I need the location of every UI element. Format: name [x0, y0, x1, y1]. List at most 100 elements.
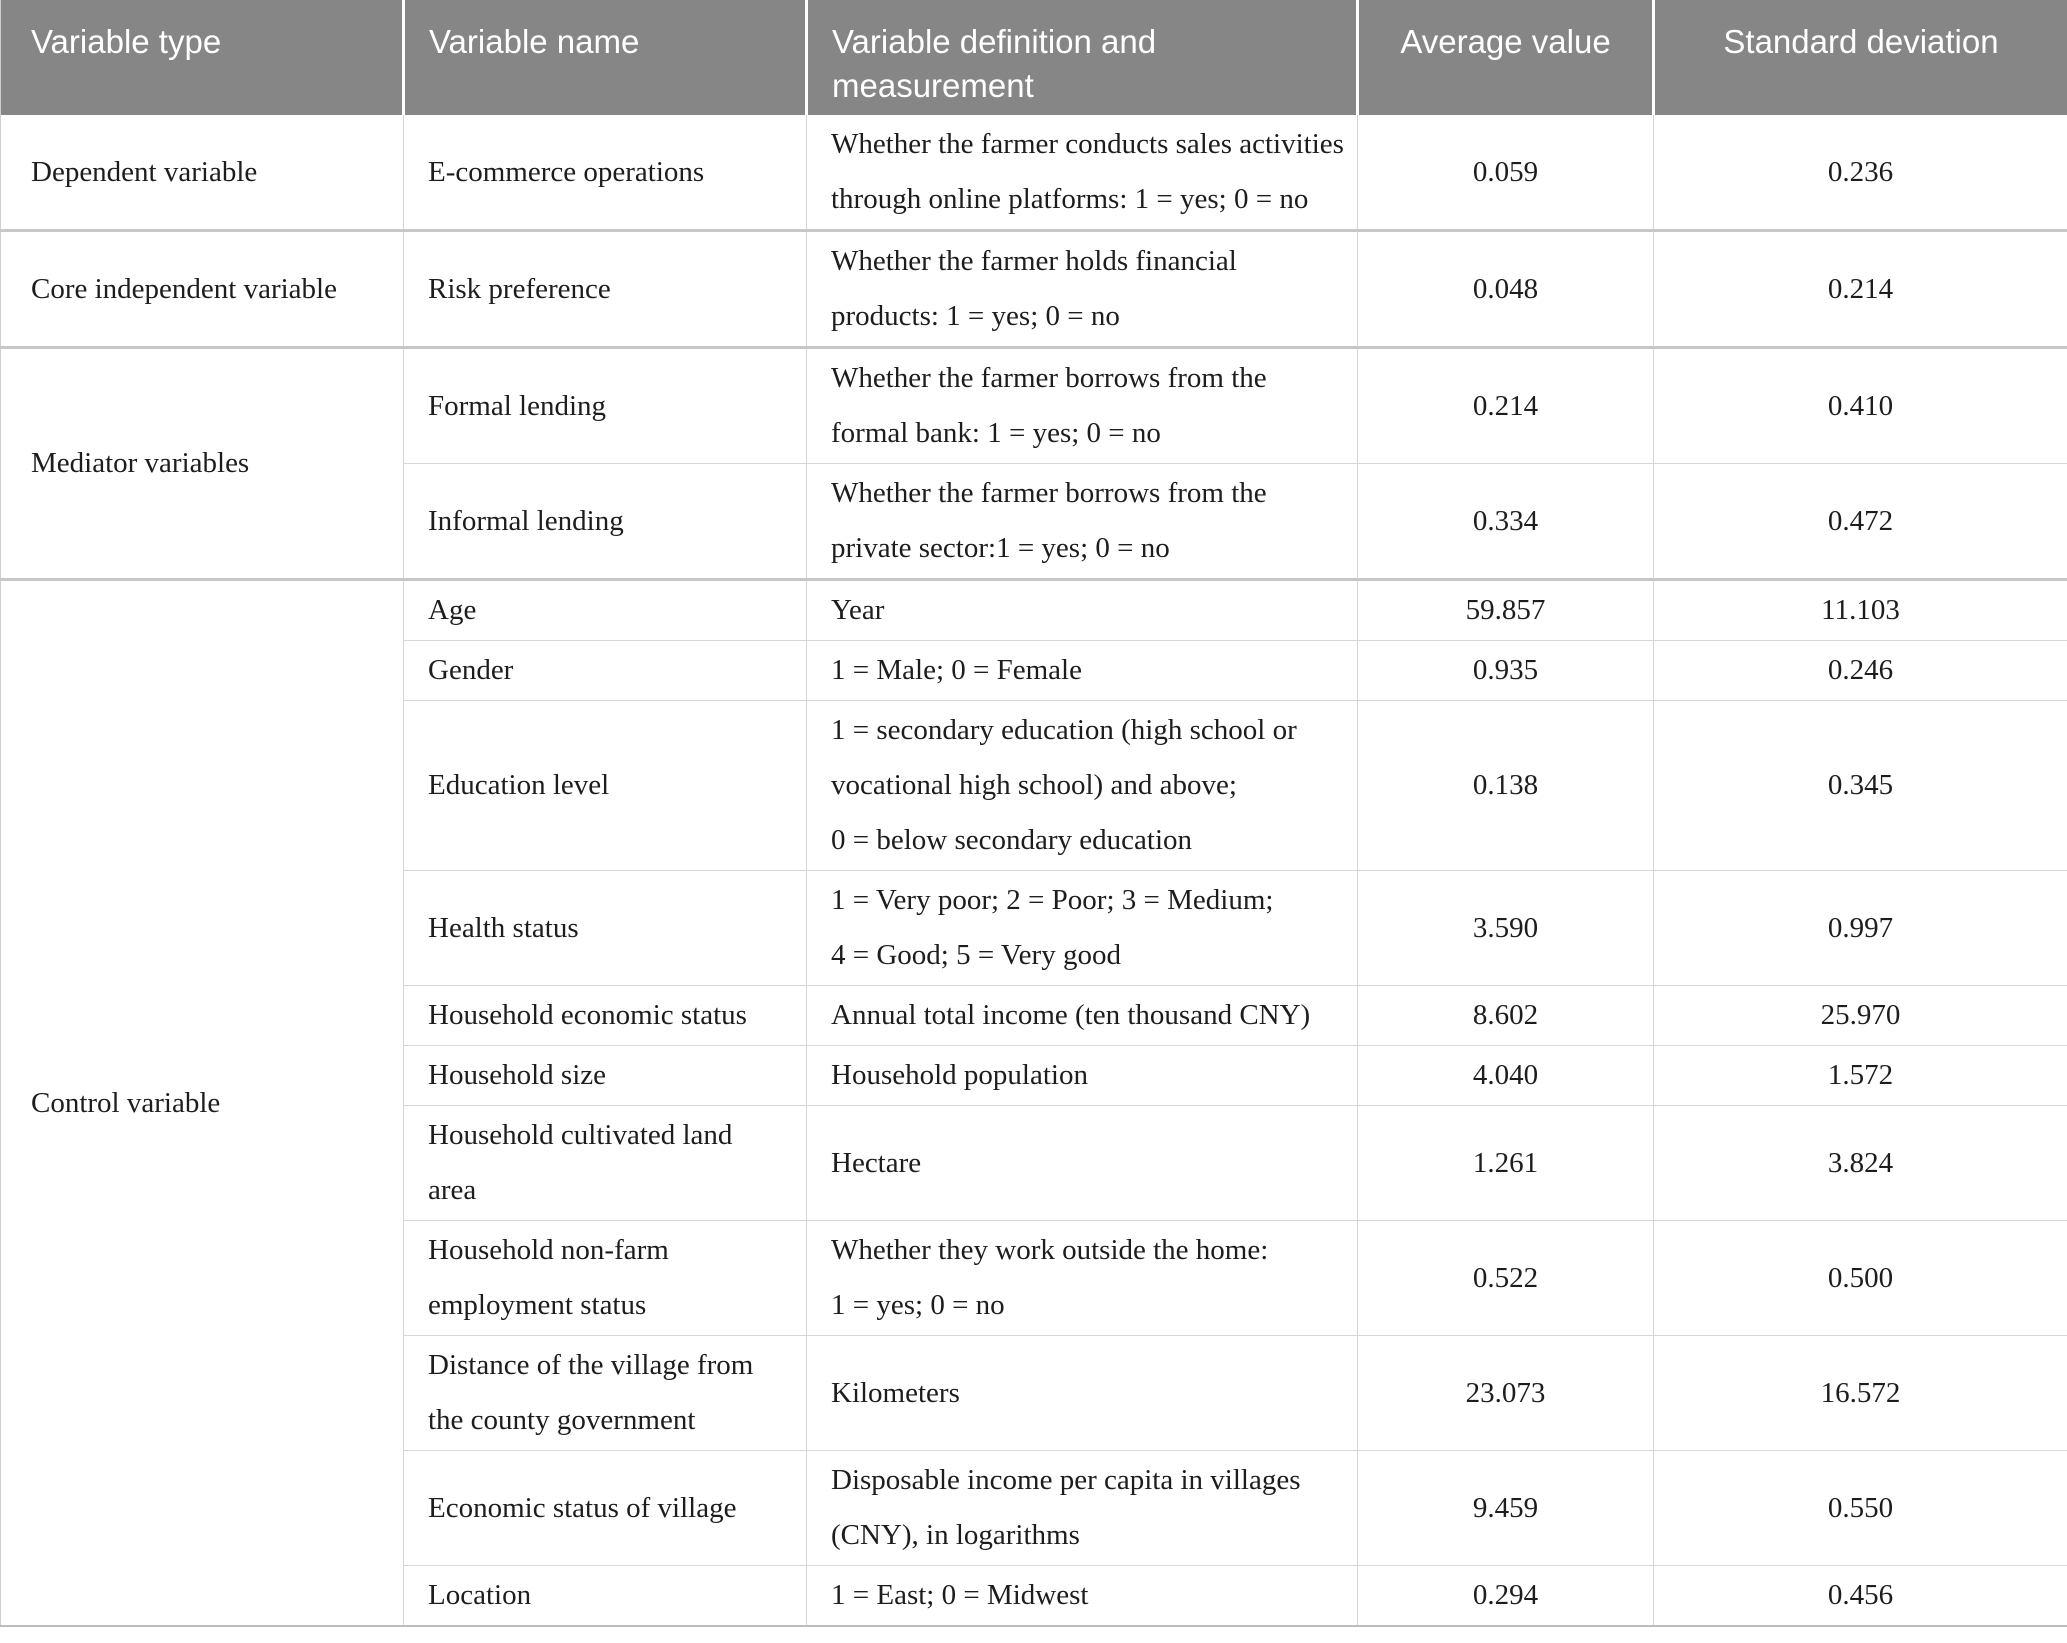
cell-standard-deviation: 16.572 [1654, 1336, 2067, 1451]
cell-variable-name: Health status [404, 871, 807, 986]
cell-text-line: Year [831, 583, 1347, 638]
header-row: Variable type Variable name Variable def… [1, 0, 2067, 115]
cell-average-value: 23.073 [1358, 1336, 1654, 1451]
bottom-margin [0, 1627, 2067, 1643]
cell-definition: 1 = Very poor; 2 = Poor; 3 = Medium;4 = … [807, 871, 1358, 986]
cell-definition: Kilometers [807, 1336, 1358, 1451]
cell-average-value: 0.935 [1358, 641, 1654, 701]
cell-text-line: Household cultivated land [428, 1108, 796, 1163]
cell-average-value: 4.040 [1358, 1046, 1654, 1106]
cell-variable-name: Risk preference [404, 231, 807, 348]
cell-text-line: Education level [428, 758, 796, 813]
cell-variable-name: Gender [404, 641, 807, 701]
header-variable-type: Variable type [1, 0, 404, 115]
cell-text-line: formal bank: 1 = yes; 0 = no [831, 406, 1347, 461]
cell-variable-name: Age [404, 580, 807, 641]
cell-definition: Disposable income per capita in villages… [807, 1451, 1358, 1566]
header-standard-deviation: Standard deviation [1654, 0, 2067, 115]
cell-text-line: through online platforms: 1 = yes; 0 = n… [831, 172, 1347, 227]
cell-text-line: Whether the farmer holds financial [831, 234, 1347, 289]
cell-definition: Whether the farmer conducts sales activi… [807, 115, 1358, 231]
cell-text-line: Whether they work outside the home: [831, 1223, 1347, 1278]
cell-standard-deviation: 0.472 [1654, 464, 2067, 580]
cell-text-line: Formal lending [428, 379, 796, 434]
cell-text-line: Gender [428, 643, 796, 698]
cell-definition: Whether they work outside the home:1 = y… [807, 1221, 1358, 1336]
cell-text-line: Household non-farm [428, 1223, 796, 1278]
cell-text-line: 1 = yes; 0 = no [831, 1278, 1347, 1333]
cell-definition: 1 = East; 0 = Midwest [807, 1566, 1358, 1627]
cell-standard-deviation: 0.214 [1654, 231, 2067, 348]
cell-average-value: 0.522 [1358, 1221, 1654, 1336]
cell-text-line: Household population [831, 1048, 1347, 1103]
cell-text-line: Household economic status [428, 988, 796, 1043]
cell-text-line: area [428, 1163, 796, 1218]
cell-variable-type: Control variable [1, 580, 404, 1627]
cell-text-line: Age [428, 583, 796, 638]
cell-variable-name: Education level [404, 701, 807, 871]
cell-text-line: 1 = secondary education (high school or [831, 703, 1347, 758]
header-variable-name: Variable name [404, 0, 807, 115]
cell-variable-name: Location [404, 1566, 807, 1627]
cell-text-line: Health status [428, 901, 796, 956]
cell-average-value: 9.459 [1358, 1451, 1654, 1566]
cell-text-line: Disposable income per capita in villages [831, 1453, 1347, 1508]
cell-text-line: the county government [428, 1393, 796, 1448]
table-header: Variable type Variable name Variable def… [1, 0, 2067, 115]
cell-average-value: 0.138 [1358, 701, 1654, 871]
cell-text-line: Location [428, 1568, 796, 1623]
cell-text-line: 1 = Male; 0 = Female [831, 643, 1347, 698]
cell-text-line: vocational high school) and above; [831, 758, 1347, 813]
cell-text-line: Whether the farmer borrows from the [831, 466, 1347, 521]
cell-standard-deviation: 0.236 [1654, 115, 2067, 231]
cell-average-value: 1.261 [1358, 1106, 1654, 1221]
cell-text-line: 0 = below secondary education [831, 813, 1347, 868]
cell-text-line: Risk preference [428, 262, 796, 317]
cell-text-line: private sector:1 = yes; 0 = no [831, 521, 1347, 576]
cell-text-line: Informal lending [428, 494, 796, 549]
cell-standard-deviation: 0.550 [1654, 1451, 2067, 1566]
cell-variable-name: Formal lending [404, 348, 807, 464]
cell-standard-deviation: 25.970 [1654, 986, 2067, 1046]
cell-average-value: 0.294 [1358, 1566, 1654, 1627]
cell-average-value: 0.059 [1358, 115, 1654, 231]
cell-standard-deviation: 0.456 [1654, 1566, 2067, 1627]
cell-standard-deviation: 0.345 [1654, 701, 2067, 871]
cell-standard-deviation: 0.246 [1654, 641, 2067, 701]
cell-text-line: employment status [428, 1278, 796, 1333]
cell-average-value: 0.214 [1358, 348, 1654, 464]
cell-variable-type: Dependent variable [1, 115, 404, 231]
cell-text-line: Annual total income (ten thousand CNY) [831, 988, 1347, 1043]
cell-text-line: products: 1 = yes; 0 = no [831, 289, 1347, 344]
header-average-value: Average value [1358, 0, 1654, 115]
cell-text-line: (CNY), in logarithms [831, 1508, 1347, 1563]
cell-variable-name: E-commerce operations [404, 115, 807, 231]
cell-standard-deviation: 0.410 [1654, 348, 2067, 464]
cell-definition: 1 = Male; 0 = Female [807, 641, 1358, 701]
cell-text-line: Whether the farmer borrows from the [831, 351, 1347, 406]
cell-text-line: Distance of the village from [428, 1338, 796, 1393]
cell-standard-deviation: 3.824 [1654, 1106, 2067, 1221]
cell-standard-deviation: 0.997 [1654, 871, 2067, 986]
cell-average-value: 0.048 [1358, 231, 1654, 348]
cell-text-line: Economic status of village [428, 1481, 796, 1536]
cell-definition: Year [807, 580, 1358, 641]
cell-text-line: 4 = Good; 5 = Very good [831, 928, 1347, 983]
cell-variable-name: Economic status of village [404, 1451, 807, 1566]
cell-variable-name: Household economic status [404, 986, 807, 1046]
header-definition: Variable definition and measurement [807, 0, 1358, 115]
cell-average-value: 59.857 [1358, 580, 1654, 641]
cell-average-value: 3.590 [1358, 871, 1654, 986]
